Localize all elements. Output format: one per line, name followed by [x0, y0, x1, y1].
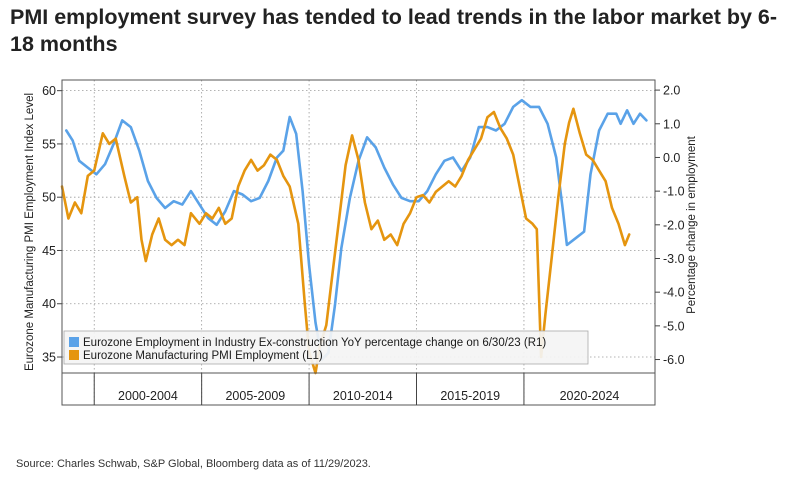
legend-swatch [69, 350, 79, 360]
legend: Eurozone Employment in Industry Ex-const… [63, 330, 589, 365]
plot-frame [61, 79, 656, 406]
left-tick-label: 40 [42, 297, 56, 311]
right-tick-label: -4.0 [663, 286, 685, 300]
period-label: 2005-2009 [225, 389, 285, 403]
left-axis-title: Eurozone Manufacturing PMI Employment In… [24, 93, 36, 371]
x-axis-periods: 2000-2004 2005-2009 2010-2014 2015-2019 2020… [93, 373, 620, 405]
left-tick-label: 55 [42, 137, 56, 151]
legend-swatch [69, 337, 79, 347]
plot-border [61, 79, 656, 406]
source-note: Source: Charles Schwab, S&P Global, Bloo… [16, 458, 371, 470]
right-tick-label: -6.0 [663, 353, 685, 367]
left-axis-ticks: 35 40 45 50 55 60 [42, 84, 62, 365]
right-tick-label: 2.0 [663, 84, 680, 98]
employment-yoy-line [65, 98, 648, 361]
right-tick-label: -3.0 [663, 252, 685, 266]
left-tick-label: 60 [42, 84, 56, 98]
legend-box [63, 330, 589, 365]
pmi-employment-chart: 35 40 45 50 55 60 2.0 1.0 0.0 -1.0 -2.0 -3.0 -4.0 -5… [24, 79, 698, 406]
period-label: 2010-2014 [333, 389, 393, 403]
period-label: 2020-2024 [560, 389, 620, 403]
right-tick-label: 0.0 [663, 151, 680, 165]
right-axis-title: Percentage change in employment [686, 135, 698, 314]
right-tick-label: 1.0 [663, 117, 680, 131]
chart-title: PMI employment survey has tended to lead… [10, 5, 778, 56]
right-tick-label: -2.0 [663, 218, 685, 232]
legend-entry: Eurozone Employment in Industry Ex-const… [83, 337, 546, 349]
legend-entry: Eurozone Manufacturing PMI Employment (L… [83, 350, 323, 362]
period-label: 2000-2004 [118, 389, 178, 403]
left-tick-label: 50 [42, 191, 56, 205]
left-tick-label: 35 [42, 351, 56, 365]
period-label: 2015-2019 [440, 389, 500, 403]
right-tick-label: -1.0 [663, 185, 685, 199]
right-axis-ticks: 2.0 1.0 0.0 -1.0 -2.0 -3.0 -4.0 -5.0 -6.0 [655, 84, 685, 367]
right-tick-label: -5.0 [663, 319, 685, 333]
left-tick-label: 45 [42, 244, 56, 258]
